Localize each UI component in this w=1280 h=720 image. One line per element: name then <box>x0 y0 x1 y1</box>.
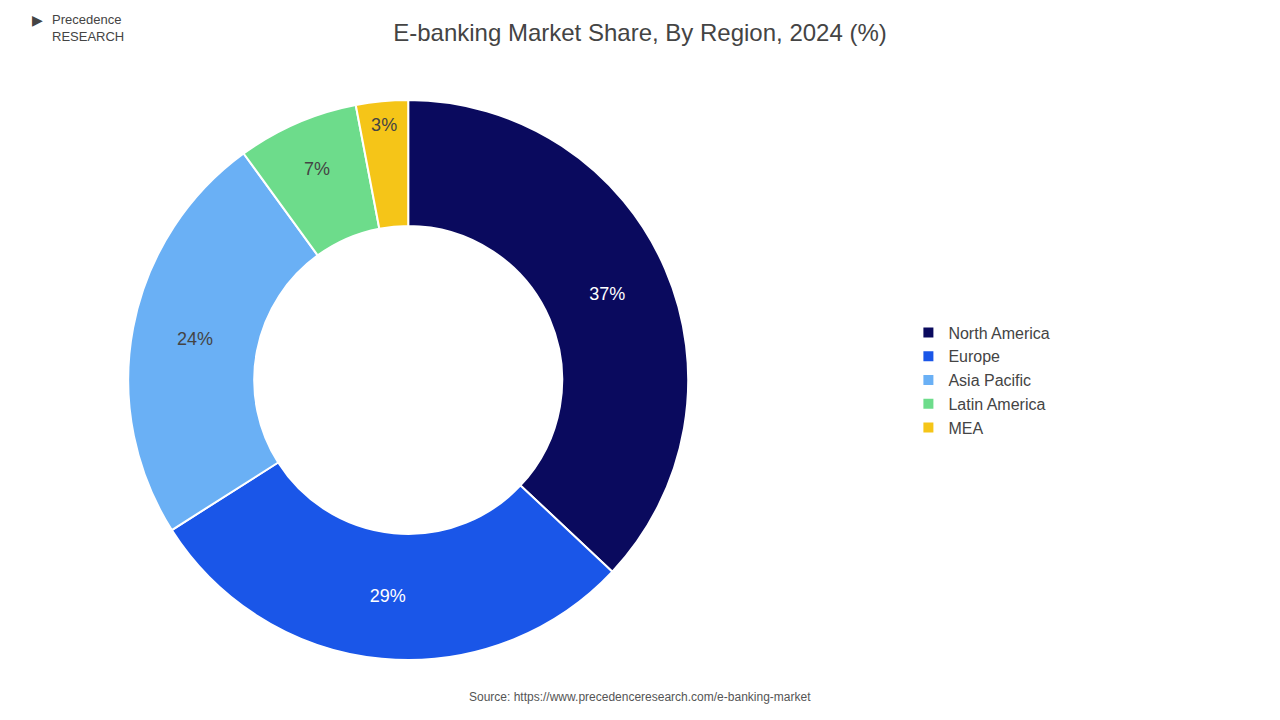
svg-text:Asia Pacific: Asia Pacific <box>948 372 1031 389</box>
svg-text:PrecedenceRESEARCH: PrecedenceRESEARCH <box>52 12 124 44</box>
svg-text:7%: 7% <box>304 159 330 179</box>
svg-text:Source: https://www.precedence: Source: https://www.precedenceresearch.c… <box>469 690 811 704</box>
svg-text:MEA: MEA <box>948 420 983 437</box>
svg-text:37%: 37% <box>589 284 625 304</box>
svg-text:24%: 24% <box>177 329 213 349</box>
svg-text:29%: 29% <box>370 586 406 606</box>
svg-text:Europe: Europe <box>948 348 1000 365</box>
svg-text:▶: ▶ <box>32 12 43 28</box>
svg-text:Latin America: Latin America <box>948 396 1045 413</box>
svg-text:3%: 3% <box>371 115 397 135</box>
svg-text:North America: North America <box>948 325 1049 342</box>
svg-text:E-banking Market Share, By Reg: E-banking Market Share, By Region, 2024 … <box>393 19 887 46</box>
